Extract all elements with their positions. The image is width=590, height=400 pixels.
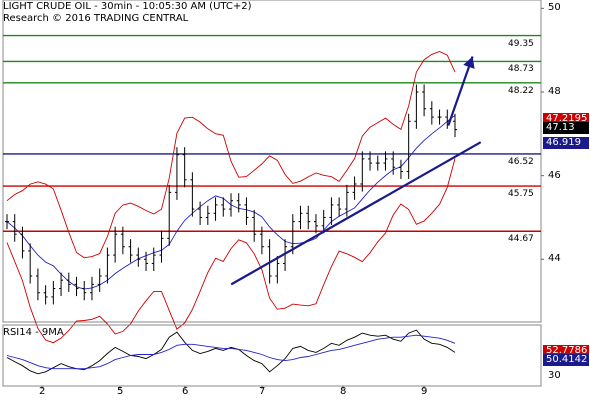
chart-title: LIGHT CRUDE OIL - 30min - 10:05:30 AM (U… bbox=[3, 1, 252, 12]
bollinger-upper-band bbox=[6, 51, 456, 259]
level-label-48.22: 48.22 bbox=[508, 85, 534, 96]
projection-arrow-head bbox=[463, 56, 475, 69]
y-tick-46: 46 bbox=[548, 169, 561, 181]
level-label-45.75: 45.75 bbox=[508, 189, 534, 200]
rsi-panel-frame bbox=[2, 324, 542, 387]
y-tick-48: 48 bbox=[548, 86, 561, 97]
rsi-tag-52.7786: 52.7786 bbox=[543, 344, 589, 357]
level-label-49.35: 49.35 bbox=[508, 38, 534, 49]
y-tick-44: 44 bbox=[548, 253, 561, 265]
rsi-y-tick-30: 30 bbox=[548, 369, 561, 381]
rsi-line bbox=[6, 329, 456, 375]
price-tag-47.2195: 47.2195 bbox=[543, 112, 589, 125]
x-tick-8: 8 bbox=[340, 386, 347, 397]
rsi-ma-line bbox=[6, 334, 456, 370]
price-tag-46.919: 46.919 bbox=[543, 137, 589, 150]
x-tick-9: 9 bbox=[421, 386, 428, 397]
level-label-46.52: 46.52 bbox=[508, 156, 534, 167]
rsi-panel bbox=[2, 324, 542, 389]
support-trendline bbox=[230, 141, 482, 286]
price-panel-frame bbox=[2, 0, 542, 323]
copyright-text: Research © 2016 TRADING CENTRAL bbox=[3, 13, 189, 24]
bollinger-lower-band bbox=[6, 158, 456, 344]
projection-arrow-shaft bbox=[447, 56, 474, 126]
x-tick-5: 5 bbox=[117, 386, 124, 397]
x-tick-2: 2 bbox=[39, 386, 46, 397]
rsi-tag-50.4142: 50.4142 bbox=[543, 354, 589, 367]
y-tick-50: 50 bbox=[548, 2, 561, 14]
x-tick-6: 6 bbox=[182, 386, 189, 397]
rsi-title: RSI14 - 9MA bbox=[3, 327, 64, 338]
price-panel bbox=[2, 0, 544, 344]
price-tag-47.13: 47.13 bbox=[543, 122, 589, 135]
level-label-44.67: 44.67 bbox=[508, 234, 534, 245]
level-label-48.73: 48.73 bbox=[508, 64, 534, 75]
x-tick-7: 7 bbox=[259, 386, 266, 397]
